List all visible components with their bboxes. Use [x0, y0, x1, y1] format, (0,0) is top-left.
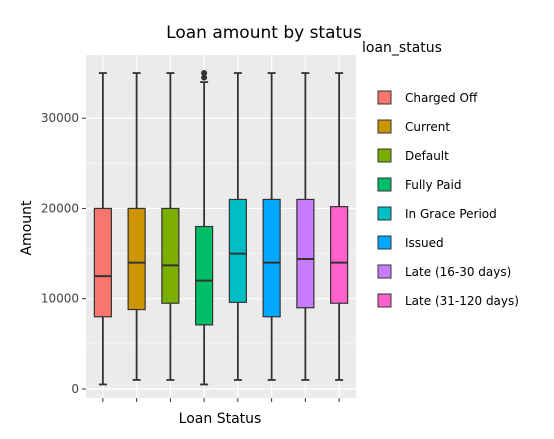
legend-item: Late (31-120 days) — [377, 293, 519, 308]
box-current — [127, 72, 146, 381]
plot-area: 0 10000 20000 30000 — [41, 55, 356, 402]
y-tick-label: 20000 — [41, 201, 79, 215]
legend-key — [377, 119, 392, 134]
y-axis-label: Amount — [19, 200, 35, 256]
legend-key — [377, 206, 392, 221]
x-axis-label: Loan Status — [179, 411, 262, 427]
box-charged-off — [93, 72, 112, 386]
legend-key — [377, 148, 392, 163]
y-tick-label: 10000 — [41, 292, 79, 306]
chart-title: Loan amount by status — [166, 23, 362, 43]
legend-label: In Grace Period — [405, 207, 497, 221]
y-tick-label: 30000 — [41, 111, 79, 125]
legend-label: Late (31-120 days) — [405, 294, 519, 308]
box-body — [161, 207, 180, 304]
legend-item: Charged Off — [377, 90, 478, 105]
box-body — [195, 225, 214, 326]
legend-item: Late (16-30 days) — [377, 264, 511, 279]
legend-item: Issued — [377, 235, 444, 250]
legend: Charged Off Current Default Fully Paid In Gr… — [377, 90, 519, 308]
legend-label: Current — [405, 120, 450, 134]
box-body — [262, 198, 281, 318]
box-body — [228, 198, 247, 303]
box-body — [296, 198, 315, 309]
legend-label: Charged Off — [405, 91, 478, 105]
legend-label: Late (16-30 days) — [405, 265, 511, 279]
legend-label: Issued — [405, 236, 444, 250]
legend-title: loan_status — [362, 40, 442, 56]
box-default — [161, 72, 180, 381]
box-body — [127, 207, 146, 311]
legend-label: Fully Paid — [405, 178, 461, 192]
legend-key — [377, 264, 392, 279]
panel-background — [86, 55, 356, 398]
legend-key — [377, 177, 392, 192]
outlier-point — [201, 70, 208, 77]
y-tick-label: 0 — [71, 382, 79, 396]
legend-key — [377, 90, 392, 105]
box-issued — [262, 72, 281, 381]
box-late-31-120-days — [330, 72, 349, 381]
box-body — [330, 206, 349, 304]
box-late-16-30-days — [296, 72, 315, 381]
box-body — [93, 207, 112, 318]
legend-key — [377, 293, 392, 308]
box-in-grace-period — [228, 72, 247, 381]
legend-item: Default — [377, 148, 449, 163]
legend-key — [377, 235, 392, 250]
legend-item: Fully Paid — [377, 177, 461, 192]
box-fully-paid — [195, 70, 214, 386]
outlier-point — [201, 74, 208, 81]
legend-item: In Grace Period — [377, 206, 497, 221]
legend-item: Current — [377, 119, 450, 134]
legend-label: Default — [405, 149, 449, 163]
